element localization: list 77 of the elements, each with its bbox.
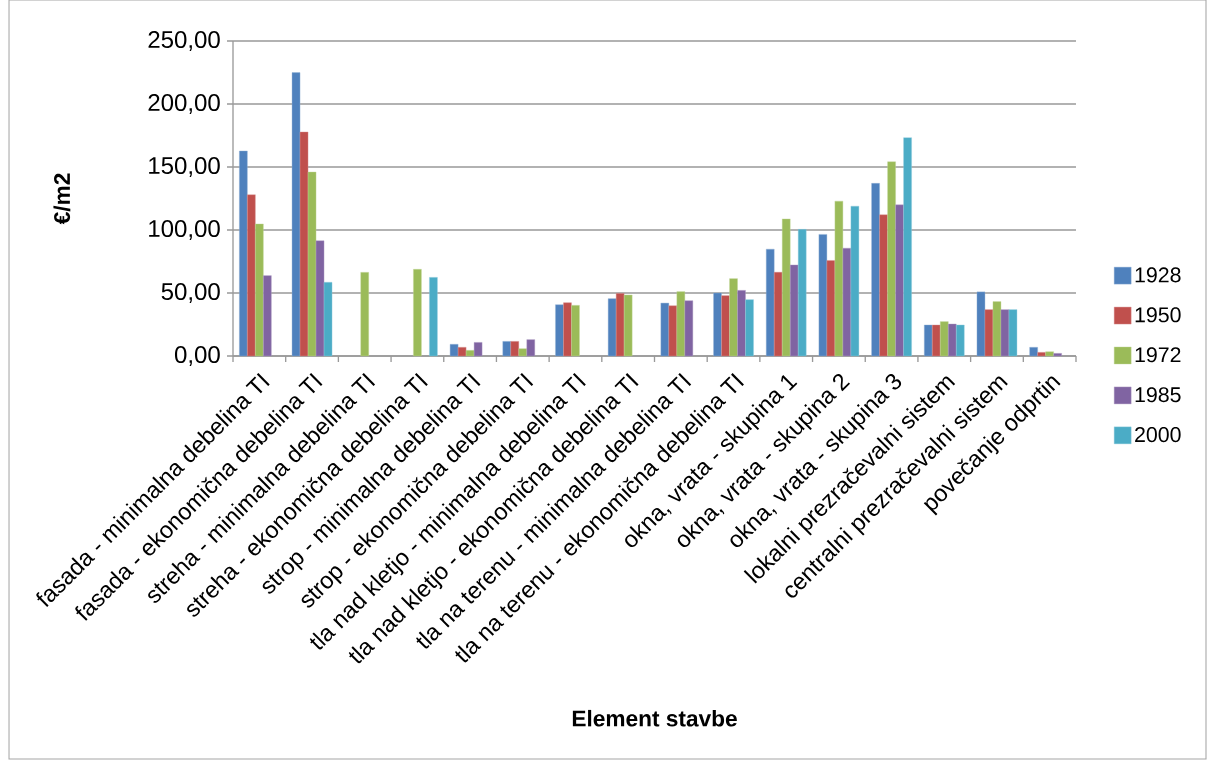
bar [798,229,807,357]
y-tick-label: 50,00 [161,283,220,303]
bar [713,292,722,357]
bar [924,324,933,357]
bar [992,301,1002,357]
bar [563,302,572,357]
bar [1008,309,1018,357]
bar [1045,351,1054,357]
bar [818,234,828,357]
bar [615,293,625,357]
bar [660,302,670,357]
bar [745,299,754,357]
bar [299,131,309,357]
bar [457,347,467,357]
legend-label: 1928 [1135,267,1181,283]
bar [255,223,264,357]
bar [449,344,459,357]
bar [940,321,949,357]
bar [1037,352,1046,357]
bar [895,204,904,357]
bar [782,218,791,357]
bar [790,264,799,357]
legend-label: 1985 [1135,387,1181,403]
legend-label: 1972 [1135,347,1181,363]
bar [307,171,317,357]
x-axis-title: Element stavbe [572,709,737,727]
bar [826,260,836,357]
bar [850,205,860,357]
bar [239,150,248,357]
bar [1029,347,1038,357]
bar [879,214,888,357]
bar [518,348,527,357]
y-axis-title: €/m2 [53,173,71,225]
bar [263,275,272,357]
bar [834,200,844,357]
bar [623,294,633,357]
y-tick-label: 250,00 [148,31,220,51]
bar [668,305,678,357]
y-tick-label: 150,00 [149,157,220,177]
bar [842,247,852,357]
bar [323,282,333,357]
bar [948,323,957,357]
bar [607,298,617,357]
legend-label: 2000 [1135,427,1181,443]
bar [315,240,325,357]
bar [1053,353,1062,357]
bar [247,194,256,357]
bar [766,248,775,357]
y-tick-label: 100,00 [149,220,220,240]
bar [976,291,986,357]
y-tick-label: 200,00 [148,94,220,114]
bar [684,300,694,357]
bar [871,183,880,357]
bar [555,304,564,357]
bar [956,324,965,357]
bar [774,272,783,357]
bar [502,341,511,357]
bar [903,137,912,357]
legend-label: 1950 [1135,307,1181,323]
bar [676,291,686,357]
bar [413,269,422,357]
bar [1000,309,1010,357]
bar [737,290,746,357]
bar [721,295,730,357]
bar [526,339,535,357]
bar [429,277,438,357]
bar [473,342,483,357]
bar [360,272,369,357]
bar [887,161,896,357]
y-tick-label: 0,00 [174,346,220,366]
bar [465,350,475,357]
bar [571,305,580,357]
bar [510,341,519,357]
bar [932,324,941,357]
bar [729,278,738,357]
bar [291,72,301,357]
bar [984,309,994,357]
